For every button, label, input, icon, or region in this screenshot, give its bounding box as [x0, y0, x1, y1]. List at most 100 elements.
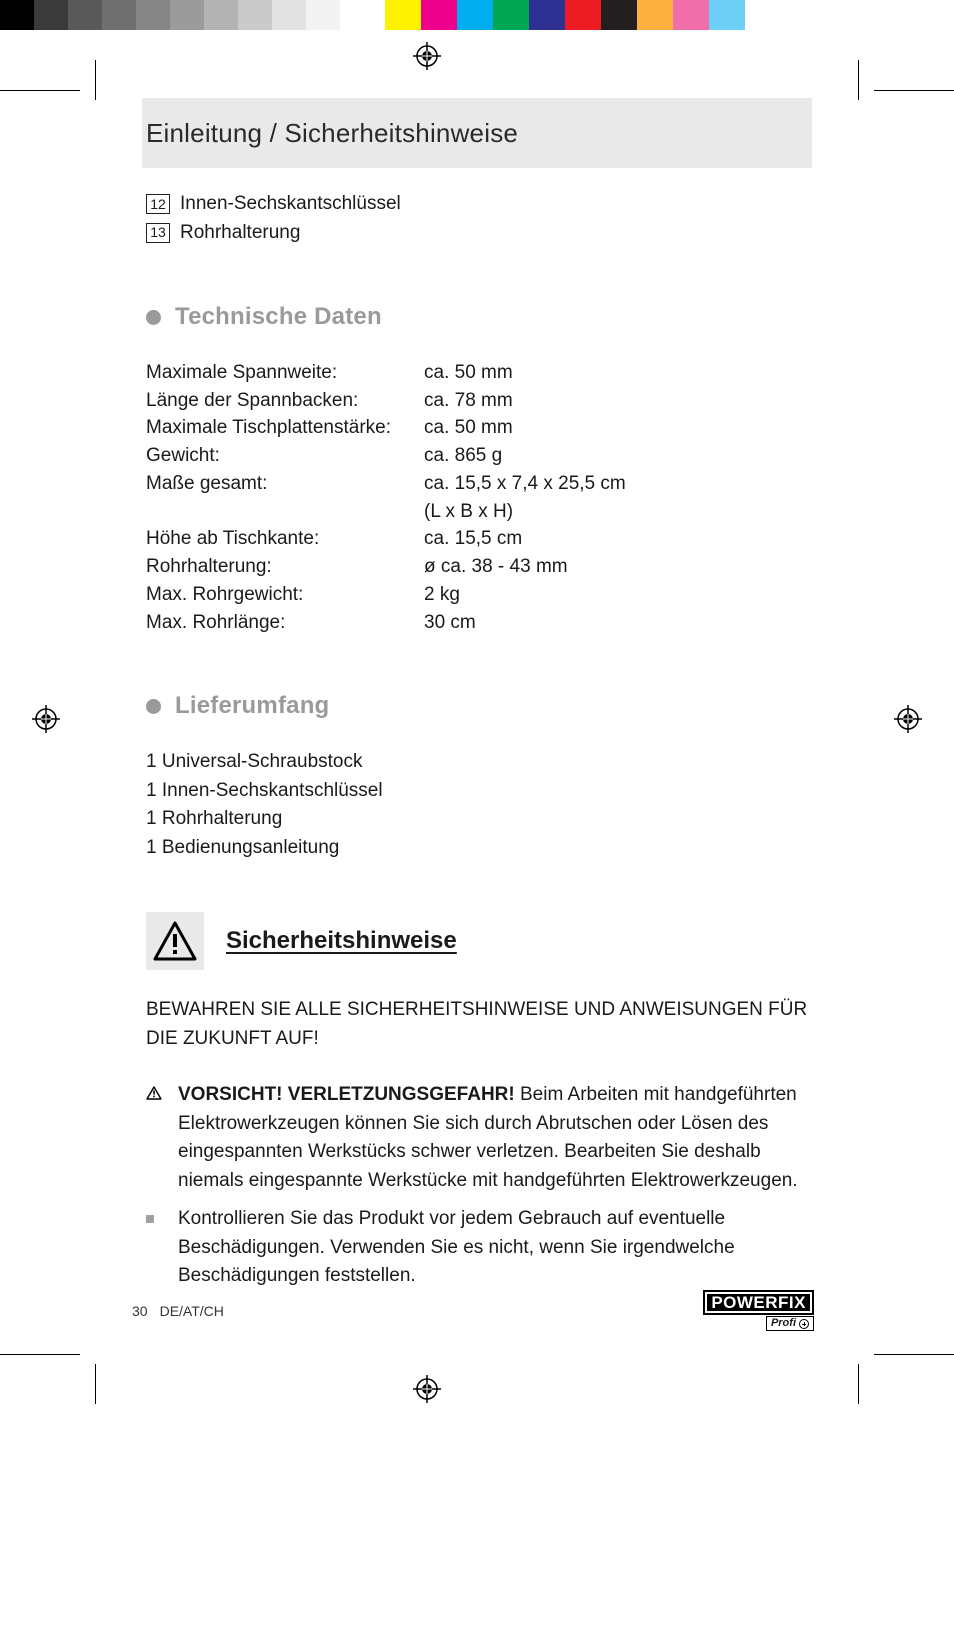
registration-mark-right [894, 705, 922, 733]
footer-left: 30 DE/AT/CH [132, 1303, 224, 1319]
safety-bullet: VORSICHT! VERLETZUNGSGEFAHR! Beim Arbeit… [146, 1081, 812, 1195]
registration-mark-left [32, 705, 60, 733]
spec-value: 2 kg [424, 581, 460, 609]
safety-header: Sicherheitshinweise [146, 912, 812, 970]
color-swatch [34, 0, 68, 30]
section-title-row: Lieferumfang [146, 692, 812, 720]
spec-label: Max. Rohrgewicht: [146, 581, 424, 609]
color-swatch [204, 0, 238, 30]
brand-sub-text: Profi [771, 1317, 796, 1330]
registration-mark-bottom [413, 1375, 441, 1403]
spec-row: Max. Rohrlänge:30 cm [146, 609, 812, 637]
color-swatch [745, 0, 781, 30]
color-swatch [68, 0, 102, 30]
footer-lang: DE/AT/CH [160, 1303, 224, 1319]
page-footer: 30 DE/AT/CH POWERFIX Profi [132, 1290, 814, 1331]
crop-mark-bottom-right [834, 1330, 954, 1400]
supply-item: 1 Universal-Schraubstock [146, 748, 812, 777]
color-swatch [102, 0, 136, 30]
color-swatch [374, 0, 385, 30]
spec-row: Maximale Tischplattenstärke:ca. 50 mm [146, 414, 812, 442]
warning-triangle-icon [146, 912, 204, 970]
warning-small-icon [146, 1081, 164, 1195]
spec-row: Max. Rohrgewicht:2 kg [146, 581, 812, 609]
spec-value: ca. 78 mm [424, 387, 513, 415]
spec-value: ca. 865 g [424, 442, 502, 470]
color-swatch [673, 0, 709, 30]
printer-color-bar [0, 0, 808, 30]
page-header: Einleitung / Sicherheitshinweise [142, 98, 812, 168]
spec-row: Rohrhalterung:ø ca. 38 - 43 mm [146, 553, 812, 581]
spec-label: Gewicht: [146, 442, 424, 470]
section-scope-of-delivery: Lieferumfang 1 Universal-Schraubstock1 I… [142, 692, 812, 862]
safety-bullet: Kontrollieren Sie das Produkt vor jedem … [146, 1205, 812, 1291]
part-number-box: 13 [146, 223, 170, 243]
registration-mark-top [413, 42, 441, 70]
brand-logo: POWERFIX Profi [703, 1290, 814, 1331]
page-number: 30 [132, 1303, 148, 1319]
color-swatch [0, 0, 34, 30]
bullet-icon [146, 699, 161, 714]
spec-label: Max. Rohrlänge: [146, 609, 424, 637]
spec-label: Maximale Tischplattenstärke: [146, 414, 424, 442]
color-swatch [272, 0, 306, 30]
safety-bullet-list: VORSICHT! VERLETZUNGSGEFAHR! Beim Arbeit… [146, 1081, 812, 1291]
section-title-text: Lieferumfang [175, 692, 329, 720]
supply-list: 1 Universal-Schraubstock1 Innen-Sechskan… [146, 748, 812, 862]
spec-value: ca. 15,5 x 7,4 x 25,5 cm [424, 470, 626, 498]
color-swatch [709, 0, 745, 30]
brand-name: POWERFIX [703, 1290, 814, 1315]
spec-label [146, 498, 424, 526]
square-bullet-icon [146, 1205, 164, 1291]
section-title-row: Technische Daten [146, 303, 812, 331]
page-title: Einleitung / Sicherheitshinweise [146, 118, 518, 149]
safety-lead-text: BEWAHREN SIE ALLE SICHERHEITSHINWEISE UN… [146, 996, 812, 1053]
spec-label: Maximale Spannweite: [146, 359, 424, 387]
color-swatch [493, 0, 529, 30]
spec-row: Maße gesamt:ca. 15,5 x 7,4 x 25,5 cm [146, 470, 812, 498]
supply-item: 1 Bedienungsanleitung [146, 834, 812, 863]
spec-label: Länge der Spannbacken: [146, 387, 424, 415]
supply-item: 1 Rohrhalterung [146, 805, 812, 834]
plus-icon [799, 1319, 809, 1329]
section-safety: Sicherheitshinweise BEWAHREN SIE ALLE SI… [142, 912, 812, 1291]
spec-row: Länge der Spannbacken:ca. 78 mm [146, 387, 812, 415]
crop-mark-top-left [0, 60, 120, 130]
color-swatch [421, 0, 457, 30]
color-swatch [385, 0, 421, 30]
color-swatch [457, 0, 493, 30]
page-content: Einleitung / Sicherheitshinweise 12 Innen… [142, 98, 812, 1301]
spec-label: Maße gesamt: [146, 470, 424, 498]
parts-list-row: 12 Innen-Sechskantschlüssel [146, 190, 812, 219]
section-title-text: Technische Daten [175, 303, 382, 331]
color-swatch [601, 0, 637, 30]
color-swatch [565, 0, 601, 30]
spec-label: Rohrhalterung: [146, 553, 424, 581]
crop-mark-bottom-left [0, 1330, 120, 1400]
supply-item: 1 Innen-Sechskantschlüssel [146, 777, 812, 806]
part-number-box: 12 [146, 194, 170, 214]
section-technical-data: Technische Daten Maximale Spannweite:ca.… [142, 303, 812, 636]
color-swatch [136, 0, 170, 30]
color-swatch [170, 0, 204, 30]
spec-value: (L x B x H) [424, 498, 513, 526]
part-label: Innen-Sechskantschlüssel [180, 190, 401, 219]
spec-label: Höhe ab Tischkante: [146, 525, 424, 553]
crop-mark-top-right [834, 60, 954, 130]
spec-row: Maximale Spannweite:ca. 50 mm [146, 359, 812, 387]
spec-row: Höhe ab Tischkante:ca. 15,5 cm [146, 525, 812, 553]
spec-value: ca. 15,5 cm [424, 525, 522, 553]
parts-list: 12 Innen-Sechskantschlüssel 13 Rohrhalterun… [142, 190, 812, 247]
spec-value: ca. 50 mm [424, 414, 513, 442]
color-swatch [238, 0, 272, 30]
part-label: Rohrhalterung [180, 219, 300, 248]
spec-row: Gewicht:ca. 865 g [146, 442, 812, 470]
color-swatch [306, 0, 340, 30]
color-swatch [529, 0, 565, 30]
color-swatch [637, 0, 673, 30]
spec-table: Maximale Spannweite:ca. 50 mmLänge der S… [146, 359, 812, 636]
safety-bullet-text: VORSICHT! VERLETZUNGSGEFAHR! Beim Arbeit… [178, 1081, 812, 1195]
spec-value: 30 cm [424, 609, 476, 637]
spec-value: ø ca. 38 - 43 mm [424, 553, 568, 581]
bullet-icon [146, 310, 161, 325]
